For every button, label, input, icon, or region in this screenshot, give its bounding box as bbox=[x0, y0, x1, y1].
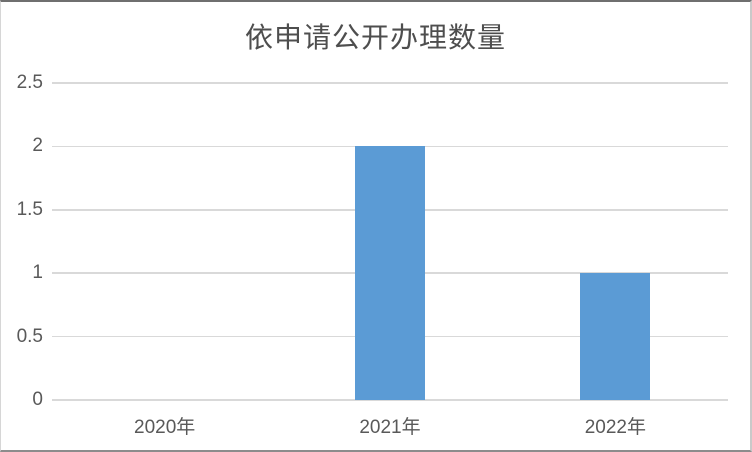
x-tick-label: 2021年 bbox=[359, 417, 421, 438]
y-tick-label: 2.5 bbox=[16, 72, 43, 93]
x-axis-line bbox=[52, 399, 728, 401]
y-tick-label: 0.5 bbox=[16, 325, 43, 347]
bar bbox=[580, 273, 651, 400]
x-tick-label: 2020年 bbox=[134, 417, 196, 438]
y-tick-label: 1.5 bbox=[16, 198, 43, 220]
y-axis: 0 0.5 1 1.5 2 2.5 bbox=[1, 72, 43, 410]
x-axis: 2020年 2021年 2022年 bbox=[52, 410, 728, 440]
gridline bbox=[52, 82, 728, 84]
x-tick-label: 2022年 bbox=[584, 417, 646, 438]
chart-title: 依申请公开办理数量 bbox=[244, 21, 506, 54]
y-tick-label: 0 bbox=[32, 389, 43, 410]
bar bbox=[355, 146, 425, 400]
plot-area bbox=[52, 82, 728, 401]
y-tick-label: 1 bbox=[32, 262, 43, 284]
gridline bbox=[52, 145, 728, 148]
y-tick-label: 2 bbox=[32, 135, 43, 157]
